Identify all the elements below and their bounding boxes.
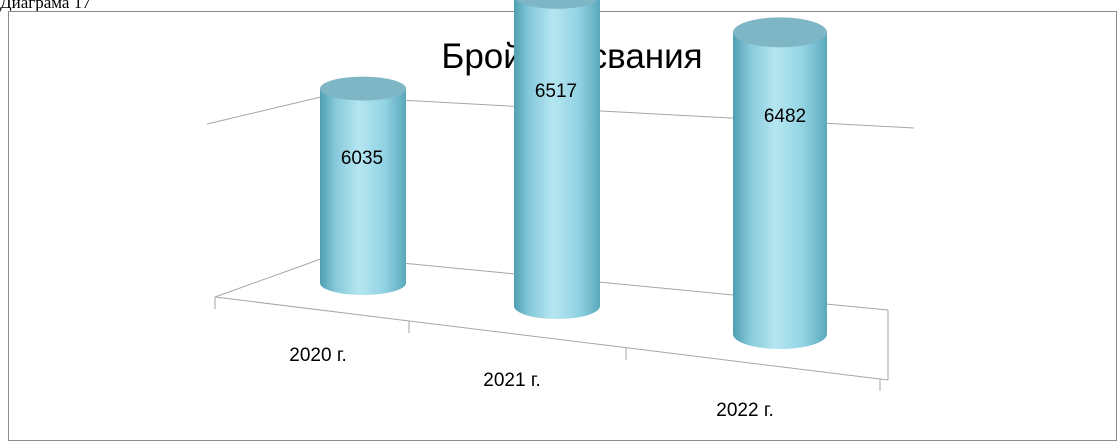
bar-top [516, 0, 598, 9]
bar-top [733, 17, 827, 48]
data-label: 6482 [764, 106, 806, 127]
back-wall-top-edge [206, 95, 326, 125]
chart-bars [320, 0, 827, 349]
floor-back-edge [214, 255, 330, 298]
data-label: 6517 [535, 81, 577, 102]
bar-body [514, 0, 600, 319]
category-label: 2022 г. [716, 400, 773, 421]
figure-caption: Диаграма 17 [0, 0, 91, 12]
bar-2 [514, 0, 600, 319]
bar-body [733, 32, 827, 349]
bar-3 [733, 17, 827, 349]
chart-labels: 6035 2020 г. 6517 2021 г. 6482 2022 г. [289, 81, 806, 421]
category-label: 2020 г. [289, 345, 346, 366]
data-label: 6035 [341, 148, 383, 169]
bar-top [320, 76, 406, 101]
x-axis-line [214, 296, 889, 381]
category-label: 2021 г. [483, 370, 540, 391]
bar-1 [320, 76, 406, 295]
bar-body [320, 88, 406, 295]
